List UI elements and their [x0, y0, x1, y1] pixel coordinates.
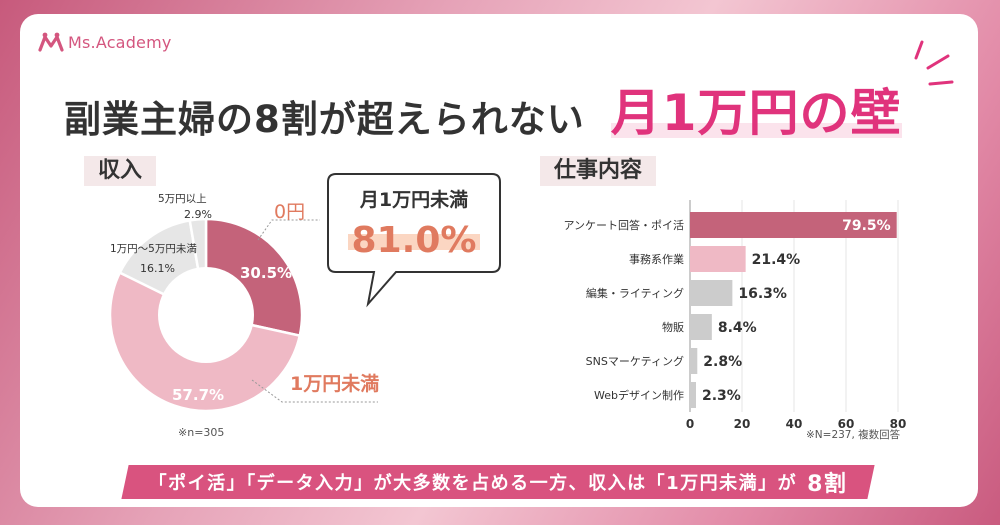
- slice-value-10k-50k: 16.1%: [140, 262, 175, 275]
- bar-category-label: 物販: [662, 320, 684, 334]
- income-section-label: 収入: [84, 156, 157, 186]
- slice-label-under10k: 1万円未満: [290, 372, 379, 395]
- bar: [690, 246, 746, 272]
- bar: [690, 280, 733, 306]
- sparkle-icon: [914, 40, 954, 86]
- leader-line-zero: [257, 219, 320, 241]
- bar-category-label: 編集・ライティング: [586, 286, 684, 300]
- footer-text: 「ポイ活」「データ入力」が大多数を占める一方、収入は「1万円未満」が: [148, 473, 798, 494]
- bar: [690, 212, 897, 238]
- callout-title: 月1万円未満: [359, 188, 468, 211]
- bar-category-label: SNSマーケティング: [586, 354, 684, 368]
- x-tick-label: 20: [734, 417, 751, 431]
- bar-series: [690, 212, 897, 408]
- bar-value-label: 79.5%: [842, 218, 891, 234]
- footer-message: 「ポイ活」「データ入力」が大多数を占める一方、収入は「1万円未満」が 8割: [125, 465, 871, 499]
- income-sample-note: ※n=305: [178, 426, 224, 439]
- footer-emphasis: 8割: [807, 472, 848, 497]
- headline: 副業主婦の8割が超えられない 月1万円の壁: [64, 68, 944, 138]
- x-tick-label: 80: [890, 417, 907, 431]
- bar-category-label: アンケート回答・ポイ活: [563, 218, 684, 232]
- bar-tick-labels: 0 20 40 60 80: [686, 417, 907, 431]
- headline-main: 副業主婦の8割が超えられない: [64, 98, 585, 141]
- bar-category-label: 事務系作業: [629, 252, 684, 266]
- slice-label-over50k: 5万円以上: [158, 193, 207, 205]
- bar: [690, 382, 696, 408]
- bar-value-label: 2.3%: [702, 388, 741, 404]
- x-tick-label: 0: [686, 417, 694, 431]
- brand-logo[interactable]: Ms.Academy: [38, 32, 172, 52]
- bar-value-label: 16.3%: [738, 286, 787, 302]
- slice-label-zero: 0円: [274, 201, 305, 223]
- slice-value-under10k: 57.7%: [172, 386, 224, 404]
- callout-highlight: [348, 234, 480, 250]
- headline-accent: 月1万円の壁: [610, 84, 902, 142]
- brand-name: Ms.Academy: [68, 32, 172, 52]
- leader-line-under10k: [251, 379, 378, 403]
- work-sample-note: ※N=237, 複数回答: [806, 428, 901, 441]
- donut-hole: [158, 267, 254, 363]
- bar: [690, 314, 712, 340]
- slice-value-zero: 30.5%: [240, 264, 292, 282]
- bar-value-labels: 79.5% 21.4% 16.3% 8.4% 2.8% 2.3%: [702, 218, 891, 404]
- brand-mark-icon: [38, 32, 64, 52]
- income-donut-chart: 0円 1万円未満 1万円〜5万円未満 5万円以上 30.5% 57.7% 16.…: [108, 193, 379, 439]
- work-section-label: 仕事内容: [540, 156, 657, 186]
- x-tick-label: 60: [838, 417, 855, 431]
- bar-value-label: 2.8%: [703, 354, 742, 370]
- callout-bubble: 月1万円未満 81.0%: [327, 173, 501, 308]
- callout-value: 81.0%: [352, 220, 477, 261]
- slice-label-10k-50k: 1万円〜5万円未満: [110, 243, 197, 255]
- slice-value-over50k: 2.9%: [184, 208, 212, 221]
- bar: [690, 348, 698, 374]
- bar-value-label: 21.4%: [752, 252, 801, 268]
- bar-value-label: 8.4%: [718, 320, 757, 336]
- bar-category-label: Webデザイン制作: [594, 388, 684, 402]
- x-tick-label: 40: [786, 417, 803, 431]
